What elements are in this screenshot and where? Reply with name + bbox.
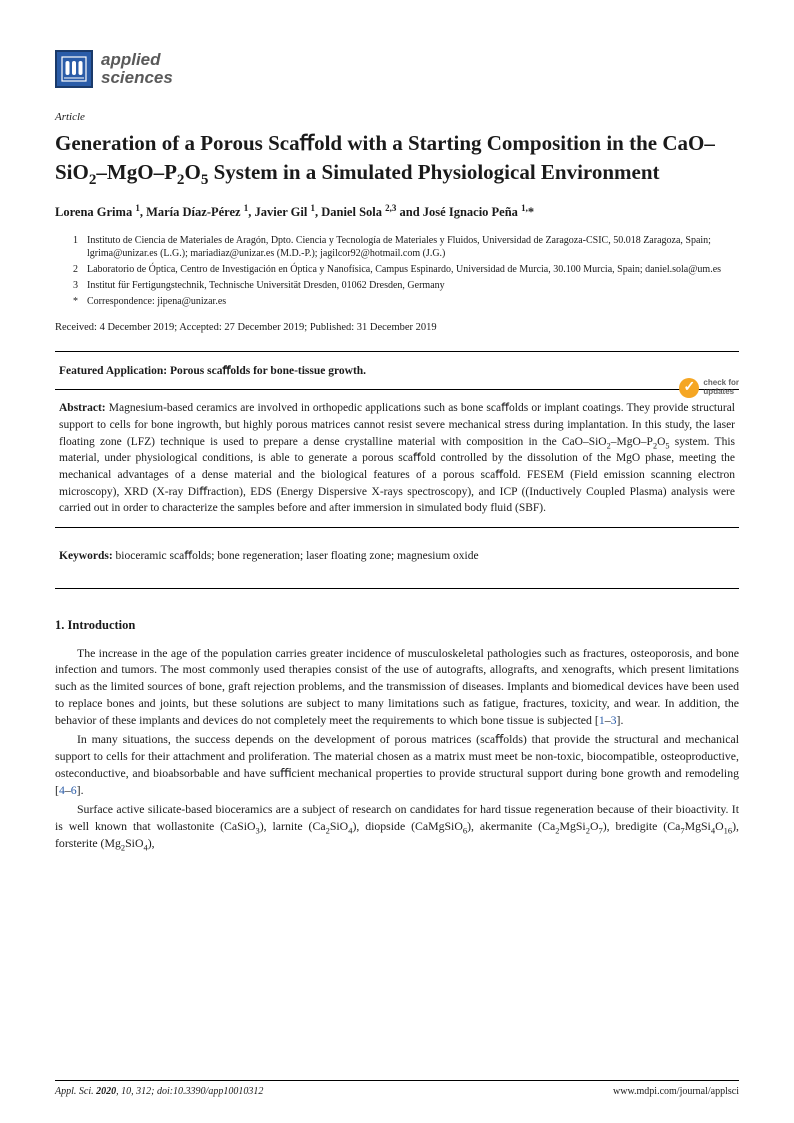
body-paragraph: Surface active silicate-based bioceramic… xyxy=(55,801,739,851)
body-paragraph: The increase in the age of the populatio… xyxy=(55,645,739,729)
journal-name: applied sciences xyxy=(101,51,173,87)
affil-num: 2 xyxy=(73,263,87,277)
dates: Received: 4 December 2019; Accepted: 27 … xyxy=(55,321,739,336)
section-heading: 1. Introduction xyxy=(55,617,739,635)
affil-text: Instituto de Ciencia de Materiales de Ar… xyxy=(87,234,739,261)
check-updates-button[interactable]: ✓ check for updates xyxy=(679,378,739,398)
affil-num: 3 xyxy=(73,279,87,293)
footer-url[interactable]: www.mdpi.com/journal/applsci xyxy=(613,1085,739,1099)
affil-text: Correspondence: jipena@unizar.es xyxy=(87,295,739,309)
logo-icon xyxy=(55,50,93,88)
affil-num: * xyxy=(73,295,87,309)
affil-text: Institut für Fertigungstechnik, Technisc… xyxy=(87,279,739,293)
footer-citation: Appl. Sci. 2020, 10, 312; doi:10.3390/ap… xyxy=(55,1085,263,1099)
footer: Appl. Sci. 2020, 10, 312; doi:10.3390/ap… xyxy=(55,1080,739,1099)
article-title: Generation of a Porous Scaﬀold with a St… xyxy=(55,129,739,186)
affil-num: 1 xyxy=(73,234,87,261)
featured-application: Featured Application: Porous scaﬀolds fo… xyxy=(55,351,739,390)
body-paragraph: In many situations, the success depends … xyxy=(55,731,739,798)
check-updates-text: check for updates xyxy=(703,379,739,397)
article-type: Article xyxy=(55,110,739,125)
abstract: Abstract: Magnesium-based ceramics are i… xyxy=(55,400,739,528)
affil-text: Laboratorio de Óptica, Centro de Investi… xyxy=(87,263,739,277)
abstract-text: Magnesium-based ceramics are involved in… xyxy=(59,402,735,514)
check-icon: ✓ xyxy=(679,378,699,398)
affiliations: 1Instituto de Ciencia de Materiales de A… xyxy=(73,234,739,309)
authors: Lorena Grima 1, María Díaz-Pérez 1, Javi… xyxy=(55,204,739,222)
keywords: Keywords: bioceramic scaﬀolds; bone rege… xyxy=(55,538,739,589)
journal-logo: applied sciences xyxy=(55,50,739,88)
